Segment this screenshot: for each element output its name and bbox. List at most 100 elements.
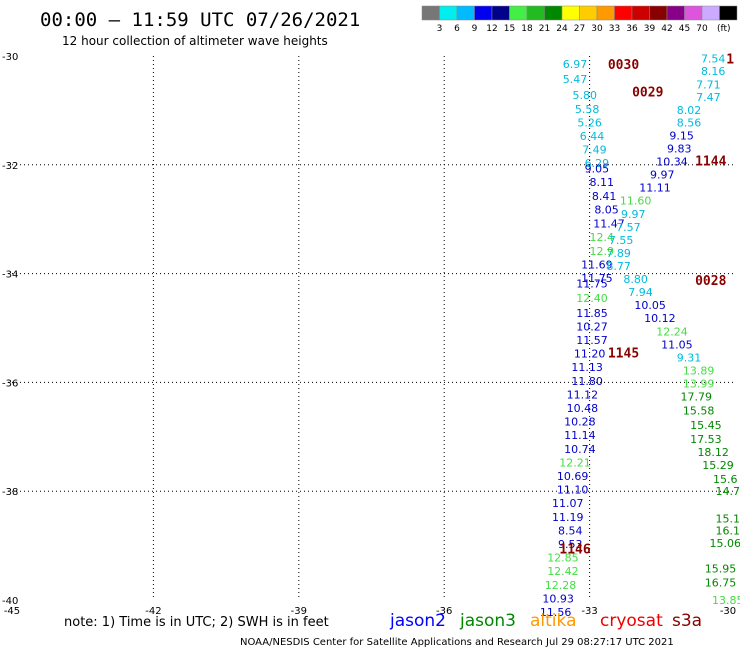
wave-height-value: 13.99 [683, 377, 715, 390]
color-scale-label: 70 [696, 24, 708, 34]
footer-note: note: 1) Time is in UTC; 2) SWH is in fe… [64, 615, 329, 630]
wave-height-value: 11.69 [581, 258, 613, 271]
wave-height-value: 9.05 [585, 163, 610, 176]
color-scale-unit: (ft) [717, 24, 731, 34]
time-marker: 0028 [695, 274, 726, 289]
time-markers: 0030 0029 1144 0028 1145 1146 1 [559, 53, 734, 558]
wave-height-value: 16.75 [705, 577, 737, 590]
time-marker: 0029 [632, 85, 663, 100]
x-tick-label: -45 [4, 606, 20, 617]
wave-height-value: 10.27 [576, 320, 608, 333]
color-swatch [474, 5, 493, 21]
y-tick-label: -38 [2, 487, 18, 498]
wave-height-value: 7.71 [696, 78, 721, 91]
color-swatch [684, 5, 703, 21]
wave-height-value: 11.75 [581, 272, 613, 285]
wave-height-value: 12.85 [547, 552, 579, 565]
color-swatch [614, 5, 633, 21]
wave-height-value: 11.47 [593, 218, 625, 231]
wave-height-value: 8.54 [558, 524, 583, 537]
wave-height-value: 12.40 [576, 292, 608, 305]
color-swatch [526, 5, 545, 21]
wave-height-value: 12.24 [656, 325, 688, 338]
wave-height-value: 9.97 [650, 169, 675, 182]
wave-height-value: 8.41 [592, 190, 617, 203]
wave-height-value: 10.48 [567, 402, 599, 415]
wave-height-value: 15.6 [713, 473, 738, 486]
color-scale-label: 15 [504, 24, 515, 34]
color-swatch [421, 5, 440, 21]
y-tick-label: -34 [2, 270, 18, 281]
wave-height-value: 12.42 [547, 565, 579, 578]
wave-height-value: 10.74 [564, 443, 596, 456]
wave-height-value: 15.06 [710, 537, 740, 550]
wave-height-value: 11.85 [576, 307, 608, 320]
color-swatch [491, 5, 510, 21]
satellite-legend: jason2 jason3 altika cryosat s3a [389, 611, 702, 631]
wave-height-value: 11.07 [552, 497, 584, 510]
wave-height-value: 5.26 [577, 116, 602, 129]
wave-height-value: 10.12 [644, 312, 676, 325]
y-tick-label: -40 [2, 596, 18, 607]
satellite-legend-altika: altika [530, 611, 577, 631]
x-tick-label: -39 [291, 606, 307, 617]
wave-height-value: 12.9 [589, 245, 614, 258]
satellite-legend-jason3: jason3 [459, 611, 516, 631]
wave-height-value: 7.47 [696, 91, 721, 104]
color-swatch [666, 5, 685, 21]
wave-height-value: 11.14 [564, 429, 596, 442]
color-scale-legend: 3 6 9 12 15 18 21 24 27 30 33 36 39 42 45 70 (ft) [421, 5, 738, 34]
color-scale-label: 33 [609, 24, 620, 34]
wave-height-value: 15.95 [705, 562, 737, 575]
time-marker: 1 [726, 53, 734, 68]
color-scale-label: 27 [574, 24, 585, 34]
wave-height-value: 10.05 [634, 299, 666, 312]
color-swatch [579, 5, 598, 21]
satellite-legend-jason2: jason2 [389, 611, 446, 631]
color-scale-label: 30 [591, 24, 603, 34]
wave-height-value: 11.05 [661, 338, 693, 351]
color-scale-label: 12 [486, 24, 497, 34]
wave-height-value: 8.16 [701, 65, 726, 78]
wave-height-value: 11.75 [576, 277, 608, 290]
wave-height-value: 11.56 [540, 606, 572, 619]
wave-height-value: 9.15 [669, 129, 694, 142]
x-tick-label: -33 [581, 606, 597, 617]
wave-height-value: 11.11 [639, 182, 671, 195]
wave-height-value: 8.56 [677, 116, 702, 129]
color-scale-label: 21 [539, 24, 550, 34]
wave-height-value: 6.29 [585, 157, 610, 170]
wave-height-value: 5.80 [573, 89, 598, 102]
color-scale-label: 39 [644, 24, 656, 34]
satellite-legend-s3a: s3a [672, 611, 702, 631]
wave-height-value: 7.89 [606, 247, 631, 260]
plot-axes: -45 -42 -39 -36 -33 -30 -30 -32 -34 -36 -38 -40 [2, 52, 736, 617]
wave-height-value: 6.44 [580, 130, 605, 143]
color-swatch [509, 5, 528, 21]
wave-height-value: 11.12 [567, 388, 599, 401]
color-swatch [596, 5, 615, 21]
wave-height-value: 11.57 [576, 334, 608, 347]
plot-grid [8, 56, 735, 600]
wave-height-value: 8.11 [589, 176, 614, 189]
satellite-legend-cryosat: cryosat [600, 611, 663, 631]
x-tick-label: -36 [436, 606, 452, 617]
color-scale-label: 36 [626, 24, 638, 34]
x-tick-label: -42 [145, 606, 161, 617]
wave-height-value: 9.83 [667, 142, 692, 155]
wave-height-value: 9.97 [621, 208, 646, 221]
wave-height-value: 8.80 [623, 273, 648, 286]
wave-height-value: 12.21 [559, 456, 591, 469]
wave-height-value: 10.69 [557, 470, 589, 483]
wave-height-value: 10.34 [656, 156, 688, 169]
color-swatch [649, 5, 668, 21]
wave-height-value: 7.94 [628, 286, 653, 299]
wave-height-value: 7.49 [582, 144, 607, 157]
wave-height-value: 11.60 [620, 195, 652, 208]
wave-height-value: 6.97 [563, 58, 588, 71]
footer-credit: NOAA/NESDIS Center for Satellite Applica… [240, 637, 674, 648]
y-tick-label: -32 [2, 161, 18, 172]
wave-height-value: 15.29 [702, 459, 734, 472]
